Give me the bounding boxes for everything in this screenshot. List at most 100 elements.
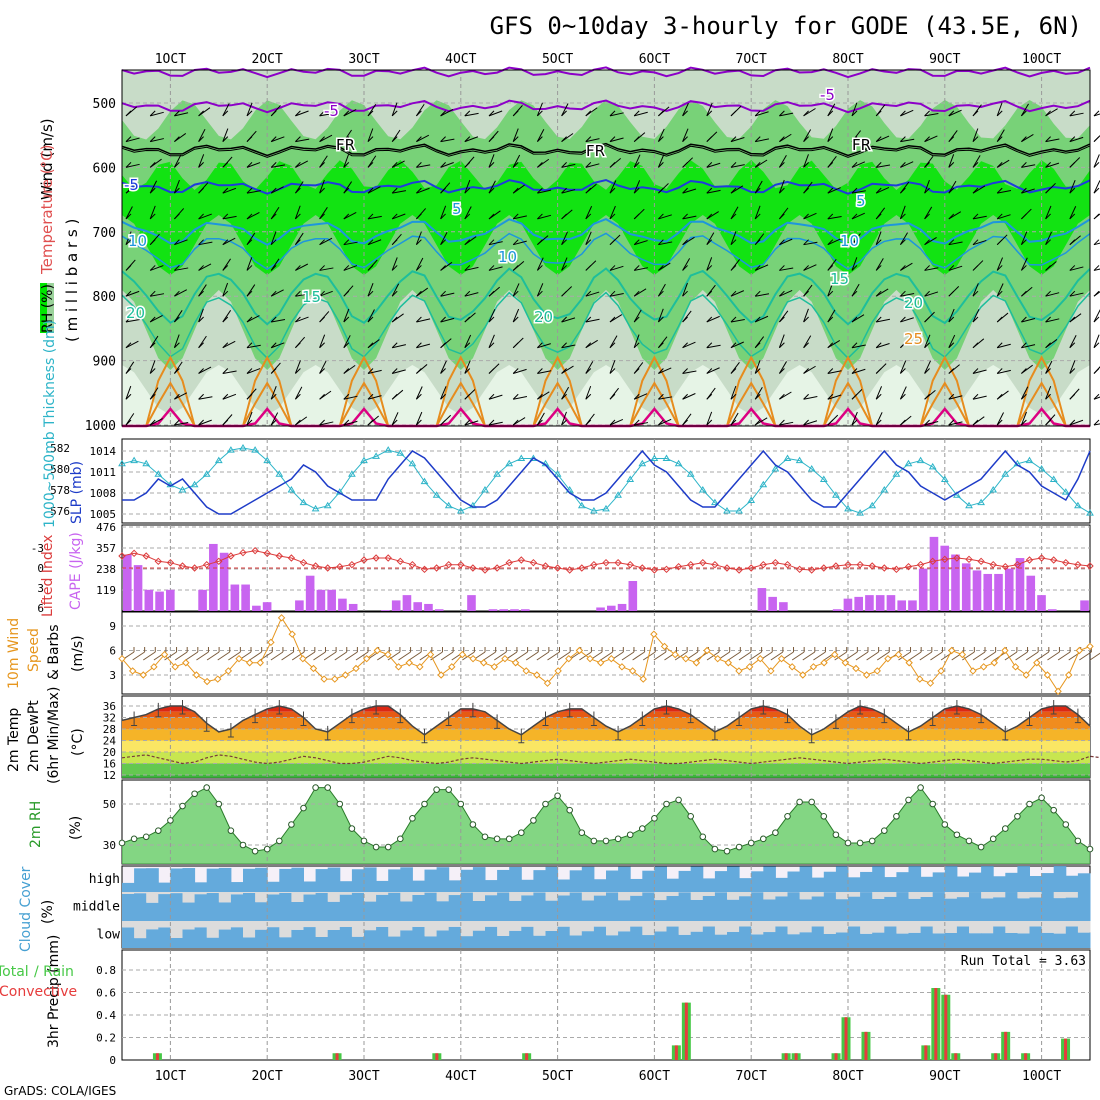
upper-wind-barb — [779, 112, 794, 117]
upper-wind-barb-flag — [537, 393, 543, 400]
wind-speed-point — [533, 671, 541, 679]
pressure-tick-label: 800 — [93, 290, 116, 305]
precip-conv-bar — [954, 1053, 958, 1060]
cloud-gap — [993, 892, 1006, 898]
rh2m-point — [699, 833, 707, 841]
upper-wind-barb-flag — [416, 393, 422, 400]
upper-wind-barb — [803, 212, 817, 220]
upper-wind-barb-flag — [1021, 342, 1027, 349]
li-point — [420, 565, 429, 574]
upper-wind-barb-flag — [585, 368, 592, 374]
li-point — [215, 557, 223, 566]
temp-tick: 12 — [103, 769, 116, 782]
cloud-gap — [170, 921, 183, 938]
bottom-date-label: 2OCT — [252, 1069, 283, 1084]
cloud-bar — [678, 870, 692, 892]
cape-bar — [994, 573, 1003, 611]
upper-wind-barb — [658, 418, 672, 426]
upper-wind-barb — [440, 386, 447, 400]
cloud-bar — [279, 937, 292, 948]
cape-bar — [983, 573, 993, 611]
li-point — [142, 552, 150, 560]
cloud-gap — [666, 921, 680, 927]
upper-wind-barb-flag — [537, 290, 543, 297]
upper-wind-barb-flag — [416, 239, 422, 246]
upper-wind-barb-flag — [658, 393, 664, 400]
cloud-bar — [509, 930, 522, 948]
cape-bar — [520, 609, 530, 611]
cloud-bar — [872, 866, 885, 892]
cloud-bar — [460, 869, 474, 892]
upper-wind-barb — [900, 161, 914, 168]
upper-wind-barb — [996, 257, 1004, 271]
upper-wind-barb-flag — [609, 316, 616, 323]
upper-wind-barb-flag — [851, 316, 858, 323]
upper-wind-barb — [851, 411, 858, 426]
wind-speed-point — [501, 654, 509, 663]
upper-wind-barb — [948, 265, 963, 271]
upper-wind-barb-flag — [754, 316, 761, 323]
upper-wind-barb-flag — [730, 136, 737, 142]
upper-wind-barb-flag — [875, 265, 882, 271]
upper-wind-barb-flag — [270, 162, 277, 168]
cloud-bar — [1053, 933, 1067, 948]
wind-speed-point — [1086, 642, 1094, 651]
wind-speed-point — [618, 663, 626, 671]
cloud-bar — [848, 877, 861, 892]
cloud-bar — [424, 936, 438, 948]
upper-wind-barb-flag — [875, 187, 882, 194]
li-point — [481, 566, 489, 574]
upper-wind-barb — [755, 138, 770, 143]
label-10c: 10 — [840, 232, 859, 250]
thickness-point — [1086, 509, 1094, 516]
cloud-bar — [642, 892, 655, 921]
upper-wind-barb-flag — [440, 342, 446, 349]
li-point — [699, 558, 707, 567]
cloud-bar — [751, 934, 764, 948]
upper-wind-barb-flag — [512, 110, 519, 117]
upper-wind-barb-flag — [295, 316, 301, 323]
slp-tick: 1014 — [90, 445, 117, 458]
cloud-bar — [1041, 873, 1055, 892]
wind-speed-point — [703, 646, 711, 655]
cloud-bar — [739, 896, 752, 921]
upper-wind-barb-flag — [440, 316, 446, 323]
upper-wind-barb-flag — [972, 239, 979, 246]
precip-legend-conv: Convective — [0, 984, 77, 1000]
upper-wind-barb — [585, 231, 592, 245]
upper-wind-barb-flag — [1021, 239, 1027, 246]
upper-wind-barb — [730, 231, 737, 245]
upper-wind-barb-flag — [875, 110, 882, 117]
cloud-gap — [1053, 921, 1067, 934]
upper-wind-barb-flag — [416, 213, 422, 220]
upper-wind-barb-flag — [512, 213, 519, 220]
upper-wind-barb — [585, 205, 593, 220]
upper-wind-barb — [924, 237, 937, 246]
upper-wind-barb — [900, 138, 915, 143]
cloud-gap — [485, 892, 498, 896]
upper-wind-barb-flag — [343, 290, 350, 297]
upper-wind-barb — [996, 129, 1005, 142]
pressure-tick-label: 600 — [93, 161, 116, 176]
wind-barb — [791, 651, 805, 661]
rh2m-point — [639, 825, 646, 832]
rh2m-point — [905, 796, 912, 804]
upper-wind-barb-flag — [246, 290, 253, 297]
upper-wind-barb-flag — [996, 290, 1003, 297]
upper-wind-barb-flag — [658, 316, 664, 323]
upper-wind-barb-flag — [464, 162, 471, 168]
upper-wind-barb — [658, 214, 672, 220]
upper-wind-barb — [536, 128, 545, 142]
cloud-bar — [1041, 932, 1055, 948]
wind-speed-point — [937, 667, 945, 675]
li-point — [444, 560, 453, 569]
upper-wind-barb — [415, 231, 422, 245]
cloud-gap — [908, 892, 922, 899]
upper-wind-barb-flag — [149, 239, 156, 246]
upper-wind-barb — [827, 238, 841, 246]
cloud-bar — [896, 872, 909, 892]
upper-wind-barb — [827, 187, 841, 194]
pressure-tick-label: 700 — [93, 226, 116, 241]
upper-wind-barb-flag — [488, 136, 495, 142]
upper-wind-barb — [730, 206, 739, 220]
